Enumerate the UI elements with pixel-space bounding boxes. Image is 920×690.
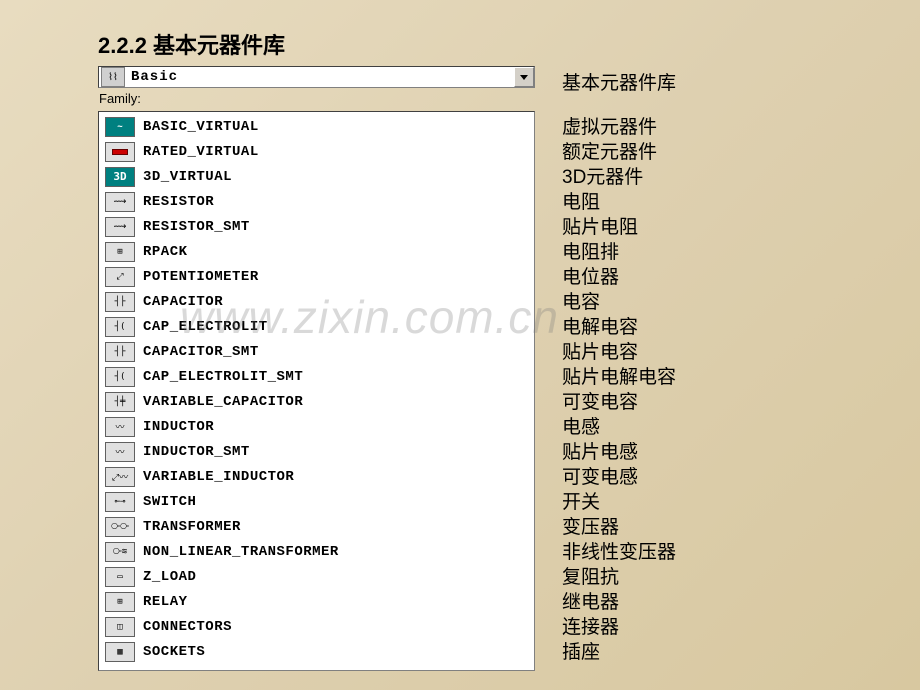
list-item-relay[interactable]: ⊞RELAY	[99, 589, 534, 614]
chinese-label-transformer: 变压器	[562, 513, 676, 538]
list-item-label: CONNECTORS	[135, 619, 232, 635]
resistor-smt-icon: ⟿	[105, 217, 135, 237]
list-item-label: 3D_VIRTUAL	[135, 169, 232, 185]
capacitor-icon: ┤├	[105, 292, 135, 312]
list-item-inductor[interactable]: 〰INDUCTOR	[99, 414, 534, 439]
chinese-label-sockets: 插座	[562, 638, 676, 663]
list-item-3d-virtual[interactable]: 3D3D_VIRTUAL	[99, 164, 534, 189]
chinese-label-inductor-smt: 贴片电感	[562, 438, 676, 463]
basic-virtual-icon: ~	[105, 117, 135, 137]
inductor-icon: 〰	[105, 417, 135, 437]
capacitor-smt-icon: ┤├	[105, 342, 135, 362]
list-item-cap-electrolit-smt[interactable]: ┤(CAP_ELECTROLIT_SMT	[99, 364, 534, 389]
chinese-label-relay: 继电器	[562, 588, 676, 613]
list-item-label: VARIABLE_CAPACITOR	[135, 394, 303, 410]
list-item-label: INDUCTOR_SMT	[135, 444, 250, 460]
chinese-label-variable-inductor: 可变电感	[562, 463, 676, 488]
potentiometer-icon: ⤢	[105, 267, 135, 287]
chinese-labels-column: 虚拟元器件额定元器件3D元器件电阻贴片电阻电阻排电位器电容电解电容贴片电容贴片电…	[562, 113, 676, 663]
chinese-label-z-load: 复阻抗	[562, 563, 676, 588]
list-item-label: Z_LOAD	[135, 569, 196, 585]
list-item-rated-virtual[interactable]: RATED_VIRTUAL	[99, 139, 534, 164]
chinese-label-capacitor: 电容	[562, 288, 676, 313]
sockets-icon: ▦	[105, 642, 135, 662]
list-item-variable-capacitor[interactable]: ┤╪VARIABLE_CAPACITOR	[99, 389, 534, 414]
list-item-label: VARIABLE_INDUCTOR	[135, 469, 294, 485]
inductor-smt-icon: 〰	[105, 442, 135, 462]
chinese-label-non-linear-transformer: 非线性变压器	[562, 538, 676, 563]
list-item-resistor-smt[interactable]: ⟿RESISTOR_SMT	[99, 214, 534, 239]
list-item-label: POTENTIOMETER	[135, 269, 259, 285]
chinese-label-switch: 开关	[562, 488, 676, 513]
list-item-z-load[interactable]: ▭Z_LOAD	[99, 564, 534, 589]
family-listbox[interactable]: ~BASIC_VIRTUALRATED_VIRTUAL3D3D_VIRTUAL⟿…	[98, 111, 535, 671]
list-item-switch[interactable]: ⟜⊸SWITCH	[99, 489, 534, 514]
chinese-label-connectors: 连接器	[562, 613, 676, 638]
dropdown-chinese-label: 基本元器件库	[562, 68, 676, 95]
list-item-variable-inductor[interactable]: ⤢〰VARIABLE_INDUCTOR	[99, 464, 534, 489]
cap-electrolit-smt-icon: ┤(	[105, 367, 135, 387]
list-item-resistor[interactable]: ⟿RESISTOR	[99, 189, 534, 214]
chinese-label-potentiometer: 电位器	[562, 263, 676, 288]
list-item-capacitor-smt[interactable]: ┤├CAPACITOR_SMT	[99, 339, 534, 364]
list-item-label: CAP_ELECTROLIT_SMT	[135, 369, 303, 385]
list-item-non-linear-transformer[interactable]: ⧂≋NON_LINEAR_TRANSFORMER	[99, 539, 534, 564]
rated-virtual-icon	[105, 142, 135, 162]
list-item-cap-electrolit[interactable]: ┤(CAP_ELECTROLIT	[99, 314, 534, 339]
chinese-label-3d-virtual: 3D元器件	[562, 163, 676, 188]
list-item-label: SOCKETS	[135, 644, 205, 660]
non-linear-transformer-icon: ⧂≋	[105, 542, 135, 562]
variable-inductor-icon: ⤢〰	[105, 467, 135, 487]
connectors-icon: ◫	[105, 617, 135, 637]
dropdown-library-icon: ⌇⌇	[101, 67, 125, 87]
list-item-label: RELAY	[135, 594, 188, 610]
dropdown-selected-text: Basic	[125, 69, 514, 85]
list-item-label: BASIC_VIRTUAL	[135, 119, 259, 135]
library-dropdown[interactable]: ⌇⌇ Basic	[98, 66, 535, 88]
chinese-label-variable-capacitor: 可变电容	[562, 388, 676, 413]
chinese-label-cap-electrolit: 电解电容	[562, 313, 676, 338]
variable-capacitor-icon: ┤╪	[105, 392, 135, 412]
chinese-label-capacitor-smt: 贴片电容	[562, 338, 676, 363]
chinese-label-basic-virtual: 虚拟元器件	[562, 113, 676, 138]
list-item-label: CAPACITOR	[135, 294, 223, 310]
relay-icon: ⊞	[105, 592, 135, 612]
chevron-down-icon[interactable]	[514, 67, 534, 87]
list-item-label: RPACK	[135, 244, 188, 260]
list-item-sockets[interactable]: ▦SOCKETS	[99, 639, 534, 664]
resistor-icon: ⟿	[105, 192, 135, 212]
list-item-rpack[interactable]: ⊞RPACK	[99, 239, 534, 264]
list-item-label: CAP_ELECTROLIT	[135, 319, 268, 335]
list-item-label: INDUCTOR	[135, 419, 214, 435]
transformer-icon: ⧂⧂	[105, 517, 135, 537]
cap-electrolit-icon: ┤(	[105, 317, 135, 337]
list-item-capacitor[interactable]: ┤├CAPACITOR	[99, 289, 534, 314]
chinese-label-resistor: 电阻	[562, 188, 676, 213]
list-item-label: RESISTOR_SMT	[135, 219, 250, 235]
chinese-label-cap-electrolit-smt: 贴片电解电容	[562, 363, 676, 388]
chinese-label-inductor: 电感	[562, 413, 676, 438]
list-item-transformer[interactable]: ⧂⧂TRANSFORMER	[99, 514, 534, 539]
list-item-label: CAPACITOR_SMT	[135, 344, 259, 360]
list-item-inductor-smt[interactable]: 〰INDUCTOR_SMT	[99, 439, 534, 464]
list-item-connectors[interactable]: ◫CONNECTORS	[99, 614, 534, 639]
chinese-label-rpack: 电阻排	[562, 238, 676, 263]
z-load-icon: ▭	[105, 567, 135, 587]
list-item-label: NON_LINEAR_TRANSFORMER	[135, 544, 339, 560]
family-label: Family:	[99, 91, 141, 106]
list-item-label: RATED_VIRTUAL	[135, 144, 259, 160]
switch-icon: ⟜⊸	[105, 492, 135, 512]
rpack-icon: ⊞	[105, 242, 135, 262]
chinese-label-rated-virtual: 额定元器件	[562, 138, 676, 163]
page-title: 2.2.2 基本元器件库	[98, 28, 285, 60]
list-item-label: TRANSFORMER	[135, 519, 241, 535]
list-item-potentiometer[interactable]: ⤢POTENTIOMETER	[99, 264, 534, 289]
chinese-label-resistor-smt: 贴片电阻	[562, 213, 676, 238]
list-item-label: SWITCH	[135, 494, 196, 510]
3d-virtual-icon: 3D	[105, 167, 135, 187]
list-item-label: RESISTOR	[135, 194, 214, 210]
list-item-basic-virtual[interactable]: ~BASIC_VIRTUAL	[99, 114, 534, 139]
